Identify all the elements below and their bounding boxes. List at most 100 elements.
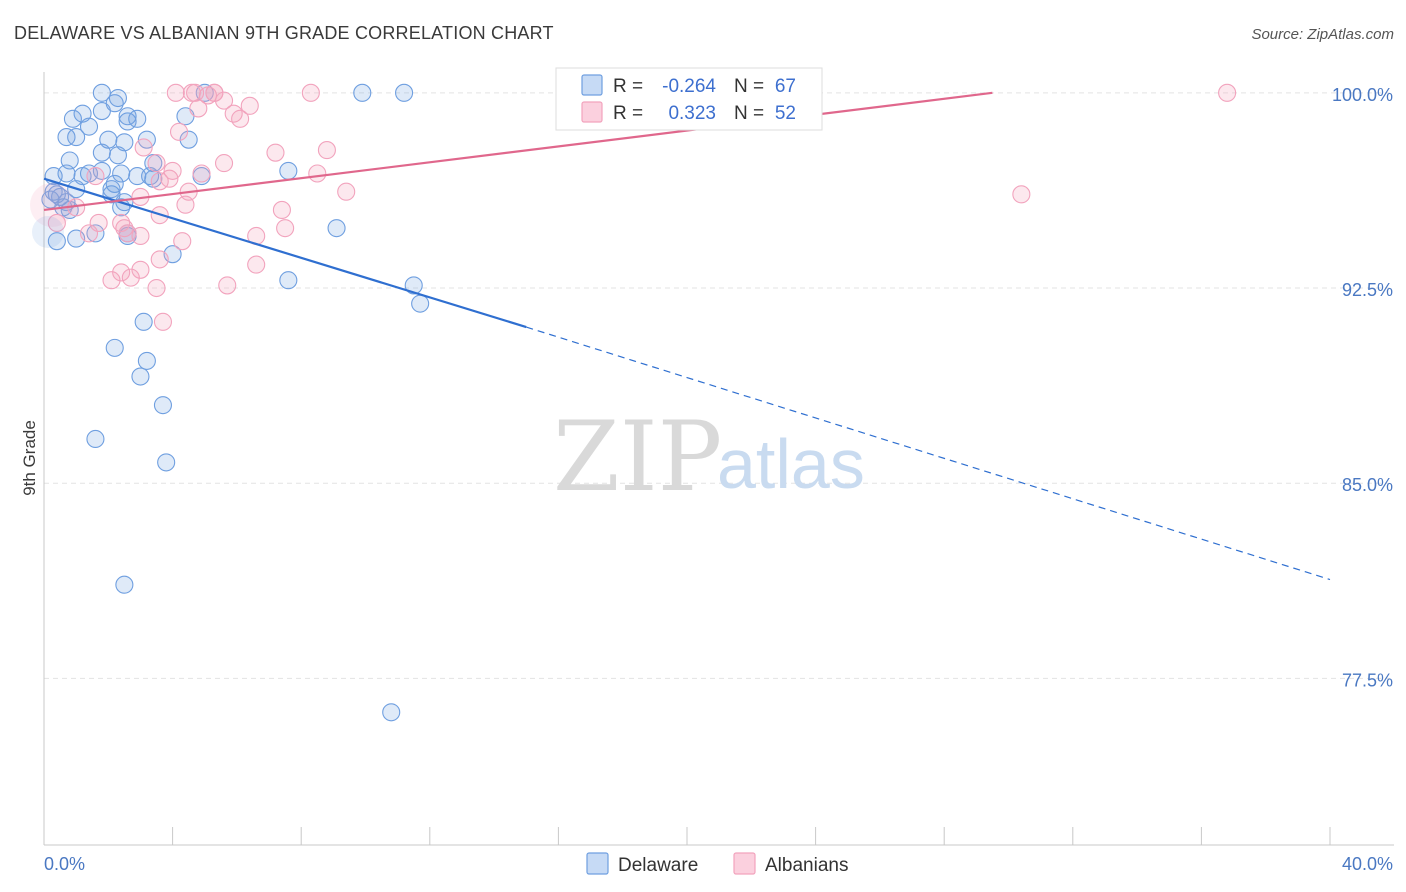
albanians-point-14 [147, 154, 166, 173]
albanians-point-18 [163, 161, 182, 180]
albanians-point-8 [169, 122, 189, 141]
series-legend-label-albanians: Albanians [765, 855, 848, 876]
delaware-point-55 [63, 109, 82, 128]
y-tick-label-1: 92.5% [1342, 280, 1393, 300]
watermark-atlas: atlas [717, 425, 865, 503]
albanians-point-12 [214, 154, 234, 173]
delaware-point-48 [157, 453, 176, 472]
albanians-point-45 [337, 182, 356, 201]
albanians-point-3 [205, 83, 224, 102]
stats-legend: R = -0.264 N = 67 R = 0.323 N = 52 [555, 67, 823, 131]
legend-r-label-delaware: R = [613, 76, 643, 97]
albanians-point-35 [121, 268, 140, 287]
albanians-point-11 [317, 141, 336, 160]
albanians-point-31 [276, 219, 295, 238]
delaware-point-cluster [32, 216, 64, 248]
axes [43, 72, 1394, 846]
watermark-zip: ZIP [553, 401, 722, 513]
legend-n-label-albanians: N = [734, 103, 764, 124]
albanians-trend-line [43, 91, 993, 212]
delaware-point-0 [92, 83, 111, 102]
albanians-point-41 [192, 164, 211, 183]
albanians-point-50 [86, 167, 105, 186]
albanians-point-51 [47, 213, 66, 233]
albanians-point-24 [115, 219, 134, 238]
delaware-point-43 [134, 312, 153, 331]
delaware-point-5 [353, 83, 372, 102]
chart-source: Source: ZipAtlas.com [1251, 26, 1394, 43]
albanians-point-13 [308, 164, 327, 183]
series-legend: Delaware Albanians [586, 852, 848, 876]
delaware-point-66 [118, 107, 137, 126]
series-legend-label-delaware: Delaware [618, 855, 698, 876]
albanians-point-44 [186, 83, 205, 102]
delaware-point-13 [179, 130, 198, 149]
albanians-point-6 [231, 109, 250, 128]
delaware-point-1 [108, 88, 127, 108]
gridlines [44, 92, 1394, 679]
delaware-point-9 [118, 112, 137, 131]
albanians-point-28 [79, 224, 99, 243]
y-axis-label: 9th Grade [20, 420, 39, 496]
albanians-point-43 [166, 83, 185, 102]
x-tick-labels: 0.0% 40.0% [44, 854, 1393, 874]
delaware-point-41 [404, 276, 423, 295]
x-tick-label-1: 40.0% [1342, 854, 1393, 874]
albanians-point-9 [134, 138, 153, 157]
delaware-point-40 [279, 271, 298, 290]
chart-title: DELAWARE VS ALBANIAN 9TH GRADE CORRELATI… [14, 23, 554, 43]
delaware-point-62 [102, 180, 121, 199]
delaware-point-10 [67, 128, 86, 147]
delaware-point-42 [411, 294, 430, 313]
delaware-point-61 [73, 167, 92, 186]
delaware-point-38 [327, 219, 346, 238]
albanians-point-7 [240, 96, 259, 115]
legend-r-value-delaware: -0.264 [662, 76, 716, 97]
delaware-point-15 [92, 143, 111, 162]
delaware-point-33 [86, 224, 105, 243]
delaware-point-45 [105, 338, 124, 357]
series-legend-swatch-delaware [586, 852, 609, 875]
delaware-point-46 [131, 367, 150, 386]
albanians-point-33 [173, 232, 192, 251]
delaware-point-56 [57, 128, 76, 147]
albanians-point-42 [189, 99, 208, 118]
x-tick-label-0: 0.0% [44, 854, 85, 874]
delaware-point-54 [92, 101, 111, 121]
albanians-point-38 [153, 312, 173, 331]
series-legend-swatch-albanians [733, 852, 756, 875]
albanians-point-26 [112, 213, 131, 233]
legend-swatch-albanians [581, 101, 603, 123]
albanians-point-40 [218, 276, 237, 295]
delaware-point-4 [195, 83, 214, 102]
albanians-point-10 [266, 143, 285, 162]
legend-r-label-albanians: R = [613, 103, 643, 124]
delaware-point-51 [382, 703, 401, 722]
delaware-point-64 [128, 167, 147, 186]
albanians-point-37 [147, 278, 166, 298]
delaware-point-23 [105, 174, 124, 193]
y-tick-label-2: 85.0% [1342, 475, 1393, 495]
albanians-point-30 [150, 250, 169, 269]
albanians-point-36 [131, 260, 150, 279]
delaware-point-44 [137, 351, 156, 370]
watermark: ZIP atlas [553, 401, 865, 513]
delaware-trend-line-extension [526, 326, 1331, 581]
legend-swatch-delaware [581, 74, 603, 96]
y-tick-labels: 100.0% 92.5% 85.0% 77.5% [1332, 85, 1393, 691]
scatter-points [30, 83, 1237, 722]
legend-n-value-albanians: 52 [775, 103, 796, 124]
albanians-point-5 [301, 83, 320, 102]
albanians-point-39 [247, 255, 266, 274]
delaware-point-37 [279, 161, 298, 180]
albanians-point-48 [214, 91, 234, 110]
x-tick-marks [43, 827, 1331, 845]
albanians-point-47 [1218, 83, 1237, 102]
delaware-trend-line [43, 177, 527, 329]
albanians-point-21 [176, 195, 195, 214]
albanians-point-25 [118, 224, 137, 243]
delaware-point-53 [79, 117, 99, 136]
y-tick-label-3: 77.5% [1342, 670, 1393, 690]
delaware-point-47 [153, 396, 173, 415]
